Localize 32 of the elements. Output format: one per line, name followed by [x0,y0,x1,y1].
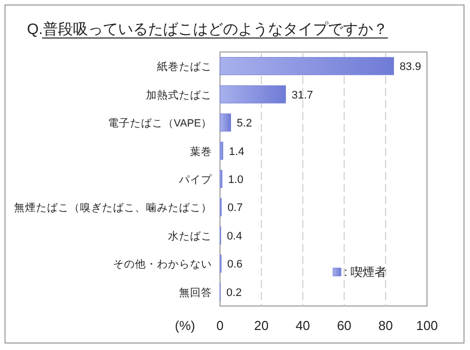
chart-title: Q.普段吸っているたばこはどのようなタイプですか？ [27,21,388,38]
x-axis-title: (%) [174,318,196,333]
x-tick-label: 0 [216,318,224,333]
y-tick-label: 電子たばこ（VAPE） [108,118,212,130]
y-tick-label: 葉巻 [190,144,212,158]
bar [220,114,232,132]
y-tick-label: その他・わからない [113,258,212,271]
text: 83.9 [400,61,422,74]
x-tick-label: 100 [416,318,438,333]
y-tick-label: 無煙たばこ（嗅ぎたばこ、噛みたばこ） [14,201,212,214]
y-tick-label: パイプ [178,173,213,186]
bar [220,57,394,76]
x-tick-label: 20 [254,318,269,333]
text: 0.7 [227,202,243,214]
text: 0.4 [226,230,242,242]
text: 0.2 [226,286,242,299]
y-tick-label: 水たばこ [168,229,212,242]
y-tick-label: 無回答 [179,286,212,299]
x-tick-label: 60 [336,318,352,333]
y-tick-label: 紙巻たばこ [157,61,212,74]
text: 0.6 [227,258,243,271]
x-tick-label: 80 [378,318,393,333]
bar [220,142,224,160]
x-tick-label: 40 [296,318,310,333]
text: 5.2 [236,118,252,130]
y-tick-label: 加熱式たばこ [146,88,212,102]
bar [220,85,286,104]
text: 1.4 [228,146,244,158]
text: 1.0 [228,174,244,186]
text: 31.7 [292,89,314,102]
legend-label: : 喫煙者 [344,265,387,279]
bar [220,170,222,188]
